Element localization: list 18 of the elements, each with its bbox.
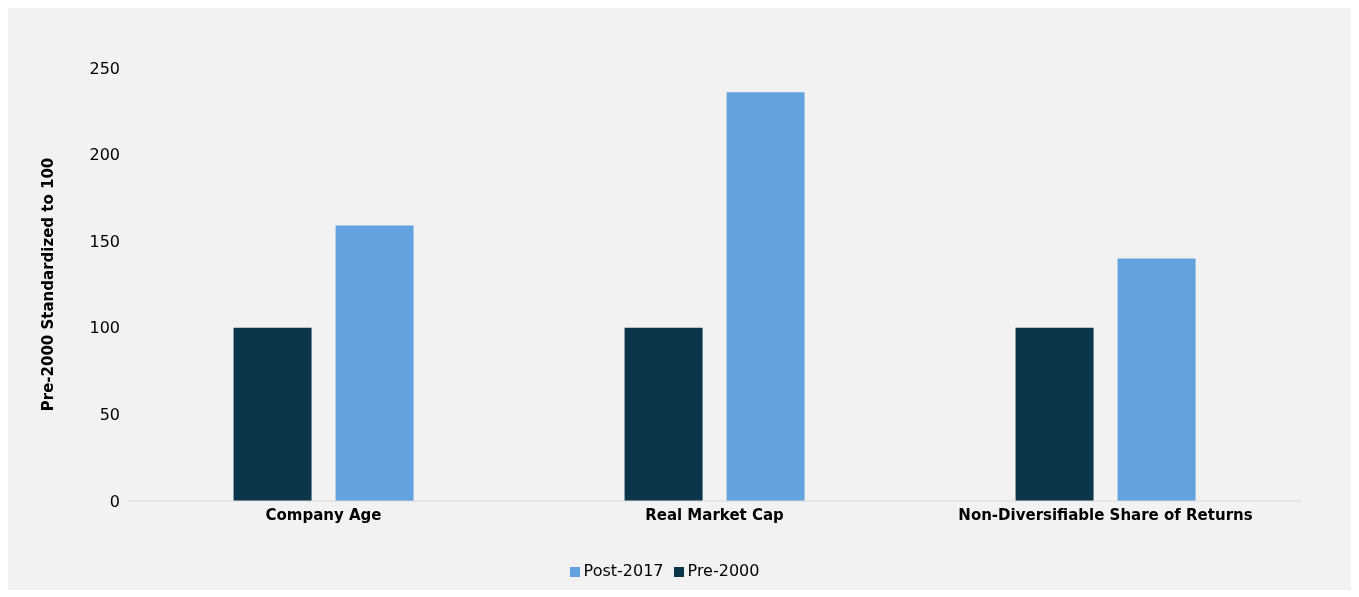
y-tick-label: 50 <box>99 405 120 425</box>
y-tick-label: 100 <box>89 318 120 338</box>
legend-label: Pre-2000 <box>687 561 760 580</box>
bar <box>624 327 703 501</box>
bar <box>1015 327 1094 501</box>
bar <box>233 327 312 501</box>
x-tick-label: Company Age <box>265 505 382 524</box>
y-tick-label: 0 <box>109 491 120 511</box>
y-tick-label: 200 <box>89 145 120 165</box>
bar <box>726 92 805 501</box>
y-tick-label: 150 <box>89 231 120 251</box>
y-tick-label: 250 <box>89 58 120 78</box>
bar <box>1117 258 1196 501</box>
x-tick-label: Non-Diversifiable Share of Returns <box>958 505 1253 524</box>
bar <box>335 225 414 501</box>
legend-label: Post-2017 <box>583 561 664 580</box>
y-axis-title: Pre-2000 Standardized to 100 <box>39 157 58 412</box>
x-tick-label: Real Market Cap <box>645 505 785 524</box>
